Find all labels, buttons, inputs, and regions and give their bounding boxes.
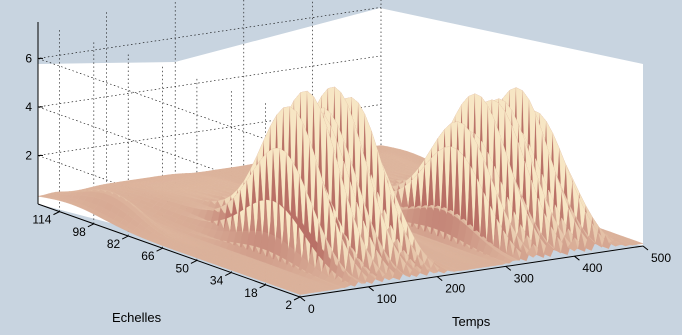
y-tick-mark (53, 211, 60, 216)
z-tick-label: 2 (25, 148, 32, 162)
x-axis-ticks: 0 100 200 300 400 500 (299, 245, 671, 316)
axis-line (37, 203, 301, 298)
z-axis-ticks: 2 4 6 (25, 51, 43, 162)
x-tick-label: 200 (445, 282, 465, 296)
y-tick-label: 50 (176, 261, 190, 275)
y-tick-label: 82 (107, 237, 121, 251)
y-tick-label: 18 (244, 286, 258, 300)
y-tick-mark (190, 259, 198, 264)
y-tick-label: 114 (32, 213, 51, 227)
z-tick-label: 4 (25, 100, 32, 114)
x-tick-label: 300 (514, 271, 534, 285)
x-tick-label: 0 (308, 302, 315, 316)
y-axis-label: Echelles (112, 310, 162, 325)
x-tick-mark (368, 286, 374, 292)
y-tick-mark (259, 284, 266, 289)
surface-patch (632, 240, 644, 245)
y-tick-mark (293, 296, 301, 301)
y-tick-label: 34 (210, 274, 224, 288)
y-tick-mark (225, 272, 232, 277)
axes-frame (37, 22, 644, 298)
y-tick-mark (87, 223, 95, 228)
y-axis-ticks: 114 98 82 66 50 34 18 2 (32, 211, 301, 312)
z-tick-label: 6 (25, 51, 32, 65)
surface-mesh (37, 86, 644, 295)
y-tick-label: 2 (285, 298, 292, 312)
x-axis-label: Temps (452, 314, 491, 329)
x-tick-label: 500 (651, 251, 671, 265)
x-tick-label: 400 (582, 261, 602, 275)
y-tick-label: 66 (141, 249, 155, 263)
x-tick-mark (505, 266, 512, 271)
x-tick-mark (574, 255, 580, 261)
x-tick-label: 100 (377, 292, 397, 306)
grid-z-level (37, 7, 382, 152)
x-tick-mark (642, 245, 649, 251)
axis-line (299, 245, 644, 298)
grid-z-level (37, 55, 382, 201)
x-tick-mark (436, 276, 443, 281)
x-tick-mark (299, 296, 306, 302)
y-tick-mark (121, 235, 129, 240)
y-tick-mark (156, 247, 163, 252)
y-tick-label: 98 (72, 225, 86, 239)
